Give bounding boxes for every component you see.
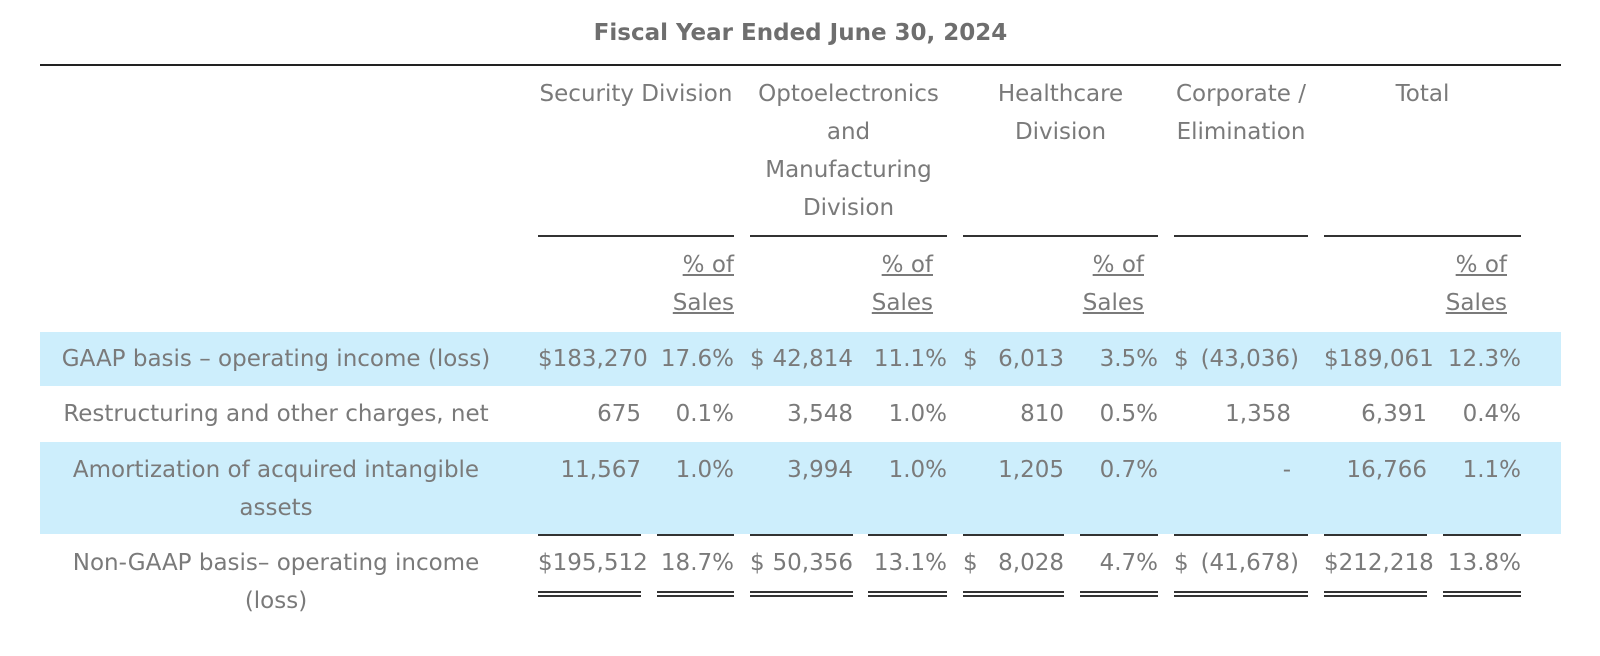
table-title: Fiscal Year Ended June 30, 2024 xyxy=(593,20,1008,46)
cell-total-pct: 1.1% xyxy=(1462,457,1521,483)
cell-security-value: 675 xyxy=(597,401,641,427)
cell-healthcare-pct: 0.5% xyxy=(1099,401,1158,427)
title-rule xyxy=(40,64,1561,66)
header-rule-opto xyxy=(750,235,947,237)
cell-healthcare-value: 1,205 xyxy=(998,457,1064,483)
total-double-rule xyxy=(1324,591,1427,597)
cell-total-pct: 12.3% xyxy=(1447,346,1521,372)
cell-total-value: 16,766 xyxy=(1346,457,1427,483)
header-healthcare-division: Healthcare Division xyxy=(997,81,1124,145)
cell-healthcare-pct: 3.5% xyxy=(1099,346,1158,372)
cell-corporate-value: (43,036) xyxy=(1200,346,1299,372)
cell-opto-pct: 1.0% xyxy=(888,401,947,427)
currency-symbol: $ xyxy=(1174,346,1189,372)
cell-security-pct: 18.7% xyxy=(660,550,734,576)
total-double-rule xyxy=(1443,591,1521,597)
cell-security-pct: 0.1% xyxy=(675,401,734,427)
cell-total-value: 6,391 xyxy=(1361,401,1427,427)
row-label-amortization: Amortization of acquired intangible asse… xyxy=(72,457,480,521)
subtotal-rule xyxy=(538,534,641,536)
cell-total-pct: 0.4% xyxy=(1462,401,1521,427)
currency-symbol: $ xyxy=(963,346,978,372)
pct-header-total: % of Sales xyxy=(1445,252,1507,316)
subtotal-rule xyxy=(1324,534,1427,536)
cell-opto-pct: 11.1% xyxy=(873,346,947,372)
row-label-non-gaap: Non-GAAP basis– operating income (loss) xyxy=(72,550,480,614)
total-double-rule xyxy=(1080,591,1158,597)
cell-opto-value: 42,814 xyxy=(772,346,853,372)
subtotal-rule xyxy=(1080,534,1158,536)
cell-security-pct: 17.6% xyxy=(660,346,734,372)
subtotal-rule xyxy=(1443,534,1521,536)
cell-security-value: $195,512 xyxy=(538,550,648,576)
total-double-rule xyxy=(963,591,1064,597)
cell-total-value: $212,218 xyxy=(1324,550,1434,576)
row-band-amortization xyxy=(40,442,1561,534)
cell-healthcare-pct: 0.7% xyxy=(1099,457,1158,483)
cell-corporate-value: 1,358 xyxy=(1225,401,1291,427)
currency-symbol: $ xyxy=(963,550,978,576)
cell-healthcare-value: 810 xyxy=(1020,401,1064,427)
currency-symbol: $ xyxy=(1174,550,1189,576)
total-double-rule xyxy=(868,591,947,597)
total-double-rule xyxy=(1174,591,1308,597)
subtotal-rule xyxy=(1174,534,1308,536)
header-total: Total xyxy=(1395,81,1450,107)
row-label-restructuring: Restructuring and other charges, net xyxy=(63,401,489,427)
cell-corporate-value: (41,678) xyxy=(1200,550,1299,576)
cell-opto-pct: 1.0% xyxy=(888,457,947,483)
cell-opto-value: 3,994 xyxy=(787,457,853,483)
total-double-rule xyxy=(657,591,734,597)
pct-header-healthcare: % of Sales xyxy=(1082,252,1144,316)
currency-symbol: $ xyxy=(750,346,765,372)
total-double-rule xyxy=(538,591,641,597)
subtotal-rule xyxy=(750,534,853,536)
cell-opto-pct: 13.1% xyxy=(873,550,947,576)
subtotal-rule xyxy=(868,534,947,536)
cell-healthcare-pct: 4.7% xyxy=(1099,550,1158,576)
cell-healthcare-value: 6,013 xyxy=(998,346,1064,372)
row-label-gaap: GAAP basis – operating income (loss) xyxy=(61,346,491,372)
cell-security-pct: 1.0% xyxy=(675,457,734,483)
header-rule-corporate xyxy=(1174,235,1308,237)
pct-header-security: % of Sales xyxy=(672,252,734,316)
cell-corporate-value: - xyxy=(1282,457,1291,483)
cell-opto-value: 3,548 xyxy=(787,401,853,427)
total-double-rule xyxy=(750,591,853,597)
header-corporate-elimination: Corporate / Elimination xyxy=(1175,81,1307,145)
cell-total-pct: 13.8% xyxy=(1447,550,1521,576)
header-rule-security xyxy=(538,235,734,237)
cell-opto-value: 50,356 xyxy=(772,550,853,576)
header-security-division: Security Division xyxy=(539,81,733,107)
cell-healthcare-value: 8,028 xyxy=(998,550,1064,576)
currency-symbol: $ xyxy=(750,550,765,576)
header-rule-total xyxy=(1324,235,1521,237)
cell-total-value: $189,061 xyxy=(1324,346,1434,372)
cell-security-value: $183,270 xyxy=(538,346,648,372)
subtotal-rule xyxy=(963,534,1064,536)
header-optoelectronics-division: Optoelectronics and Manufacturing Divisi… xyxy=(758,81,939,221)
row-band-gaap xyxy=(40,332,1561,386)
pct-header-opto: % of Sales xyxy=(871,252,933,316)
subtotal-rule xyxy=(657,534,734,536)
cell-security-value: 11,567 xyxy=(560,457,641,483)
header-rule-healthcare xyxy=(963,235,1158,237)
